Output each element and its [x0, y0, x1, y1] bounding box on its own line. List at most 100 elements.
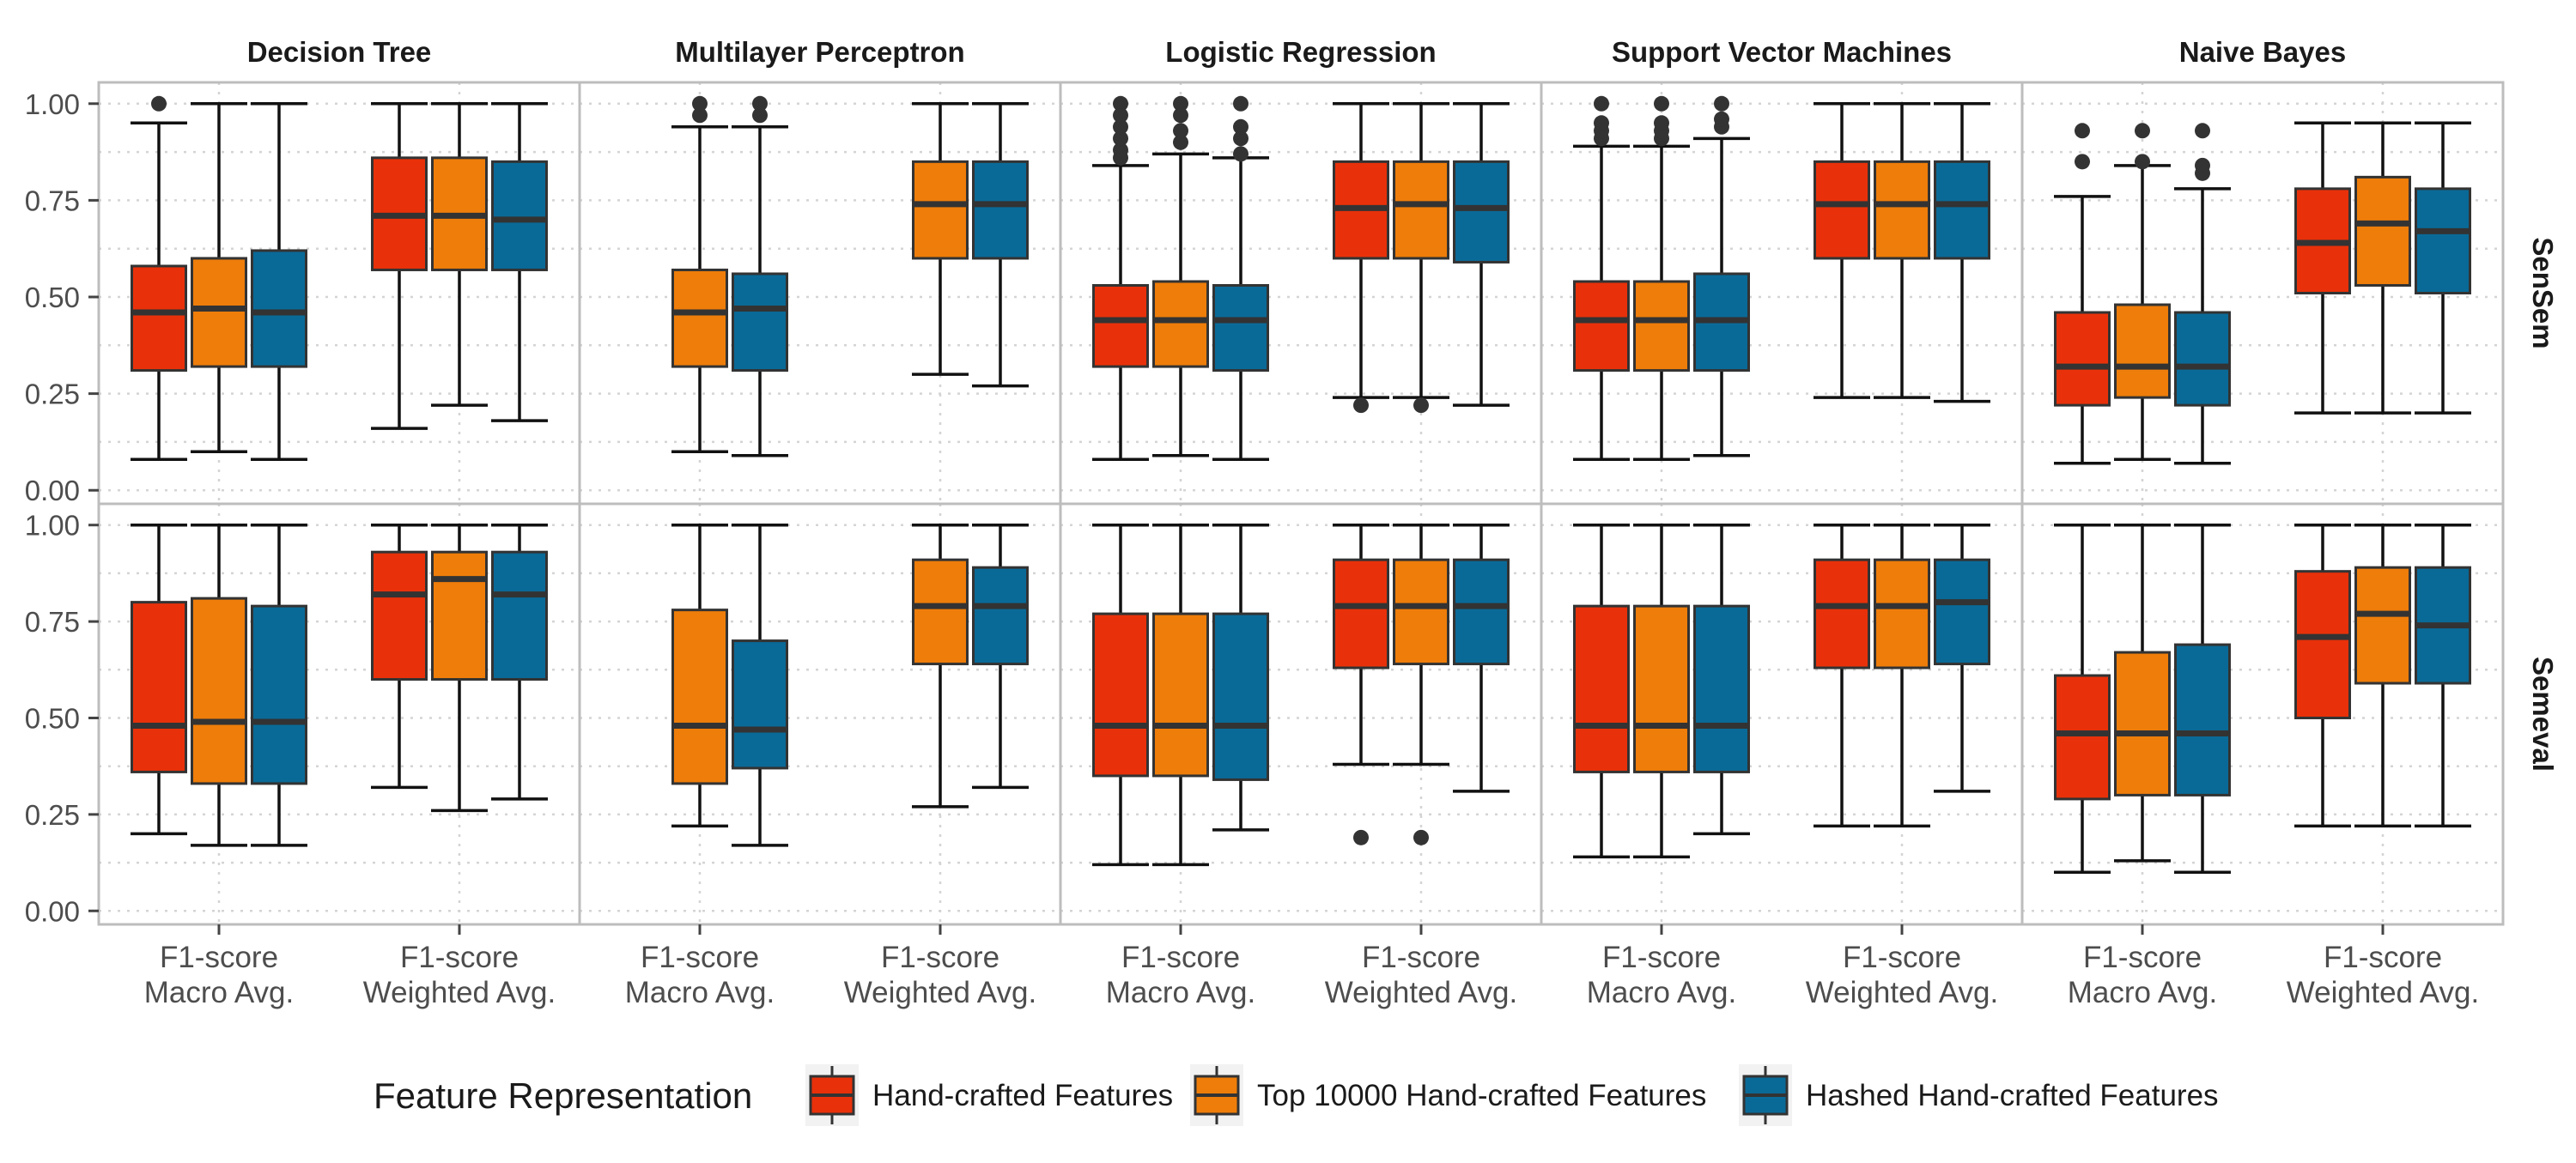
x-tick-label: Weighted Avg.: [844, 976, 1036, 1009]
box-iqr: [1814, 558, 1870, 669]
x-tick-label: F1-score: [641, 941, 759, 974]
legend-entry: Hashed Hand-crafted Features: [1739, 1064, 2219, 1126]
box-iqr: [972, 160, 1029, 260]
box-iqr: [1934, 160, 1990, 260]
outlier-point: [2195, 157, 2210, 173]
box-iqr: [2054, 674, 2111, 801]
box-iqr: [1212, 283, 1269, 373]
box-iqr: [1333, 558, 1389, 669]
box-iqr: [671, 268, 728, 368]
box-1-1-1-2: [972, 523, 1029, 790]
box-0-1-1-2: [972, 102, 1029, 388]
box-1-4-0-1: [2114, 523, 2171, 863]
outlier-point: [1233, 130, 1249, 147]
box-iqr: [251, 604, 307, 785]
box-0-0-0-0: [131, 95, 187, 461]
box-0-4-1-2: [2415, 121, 2471, 415]
panel-border: [2020, 502, 2505, 926]
outlier-point: [1353, 829, 1369, 845]
legend-label: Hashed Hand-crafted Features: [1806, 1079, 2219, 1112]
box-iqr: [1453, 160, 1510, 263]
box-1-2-0-2: [1212, 523, 1269, 832]
box-1-4-0-2: [2174, 523, 2231, 875]
box-0-4-1-0: [2294, 121, 2351, 415]
outlier-point: [1654, 115, 1669, 131]
strip-label-column: Logistic Regression: [1165, 36, 1436, 68]
strip-label-column: Multilayer Perceptron: [675, 36, 964, 68]
outlier-point: [1654, 95, 1669, 112]
x-tick-label: F1-score: [2083, 941, 2202, 974]
outlier-point: [1353, 397, 1369, 414]
box-1-3-0-0: [1573, 523, 1630, 859]
y-tick-label: 0.25: [25, 799, 80, 831]
x-tick-label: F1-score: [1121, 941, 1240, 974]
legend-label: Hand-crafted Features: [872, 1079, 1173, 1112]
x-tick-label: Macro Avg.: [1106, 976, 1255, 1009]
x-tick-label: Weighted Avg.: [363, 976, 556, 1009]
outlier-point: [1413, 397, 1429, 414]
box-1-0-1-0: [371, 523, 428, 790]
box-iqr: [131, 264, 187, 373]
box-0-3-1-1: [1874, 102, 1930, 399]
box-0-0-1-2: [491, 102, 548, 422]
box-0-1-0-2: [732, 95, 788, 457]
box-iqr: [2174, 311, 2231, 407]
box-iqr: [1393, 558, 1449, 666]
outlier-point: [1173, 134, 1188, 150]
y-tick-label: 0.50: [25, 282, 80, 313]
outlier-point: [1233, 118, 1249, 135]
box-iqr: [491, 160, 548, 271]
x-tick-label: F1-score: [1362, 941, 1480, 974]
legend-title: Feature Representation: [374, 1075, 752, 1116]
y-tick-label: 0.00: [25, 475, 80, 506]
box-0-0-0-2: [251, 102, 307, 461]
box-1-4-1-2: [2415, 523, 2471, 828]
x-tick-label: Macro Avg.: [144, 976, 294, 1009]
y-tick-label: 1.00: [25, 510, 80, 542]
x-tick-label: Macro Avg.: [625, 976, 775, 1009]
box-iqr: [1092, 283, 1149, 368]
box-0-3-1-0: [1814, 102, 1870, 399]
box-0-3-0-2: [1693, 95, 1750, 457]
box-iqr: [912, 160, 969, 260]
box-iqr: [1693, 604, 1750, 773]
box-1-4-0-0: [2054, 523, 2111, 875]
box-1-3-0-2: [1693, 523, 1750, 836]
box-iqr: [2114, 651, 2171, 797]
column-strips: Decision Tree Multilayer Perceptron Logist…: [247, 36, 2347, 68]
box-iqr: [1633, 280, 1690, 373]
outlier-point: [2075, 123, 2090, 139]
box-iqr: [1934, 558, 1990, 666]
outlier-point: [2075, 154, 2090, 170]
box-iqr: [732, 639, 788, 770]
outlier-point: [1173, 123, 1188, 139]
box-0-4-1-1: [2354, 121, 2411, 415]
box-0-2-0-1: [1152, 95, 1209, 457]
box-iqr: [2054, 311, 2111, 407]
box-0-2-1-1: [1393, 102, 1449, 414]
box-iqr: [1092, 612, 1149, 778]
y-tick-label: 0.50: [25, 702, 80, 734]
outlier-point: [752, 95, 768, 112]
box-1-3-1-0: [1814, 523, 1870, 828]
box-0-2-0-0: [1092, 95, 1149, 461]
box-iqr: [2174, 643, 2231, 797]
strip-label-row: Semeval: [2527, 657, 2559, 772]
box-1-2-1-0: [1333, 523, 1389, 845]
outlier-point: [1173, 107, 1188, 124]
box-1-1-0-1: [671, 523, 728, 828]
box-iqr: [1874, 160, 1930, 260]
outlier-point: [692, 95, 708, 112]
box-iqr: [2294, 570, 2351, 719]
box-iqr: [1814, 160, 1870, 260]
box-1-0-0-1: [191, 523, 247, 847]
outlier-point: [1413, 829, 1429, 845]
y-axis: 0.00 0.25 0.50 0.75 1.00 0.00 0.25 0.50 0.75 1.00: [25, 88, 99, 927]
legend: Feature Representation Hand-crafted Featu…: [374, 1064, 2219, 1126]
panel-border: [578, 81, 1062, 506]
outlier-point: [1113, 118, 1128, 135]
box-1-4-1-1: [2354, 523, 2411, 828]
